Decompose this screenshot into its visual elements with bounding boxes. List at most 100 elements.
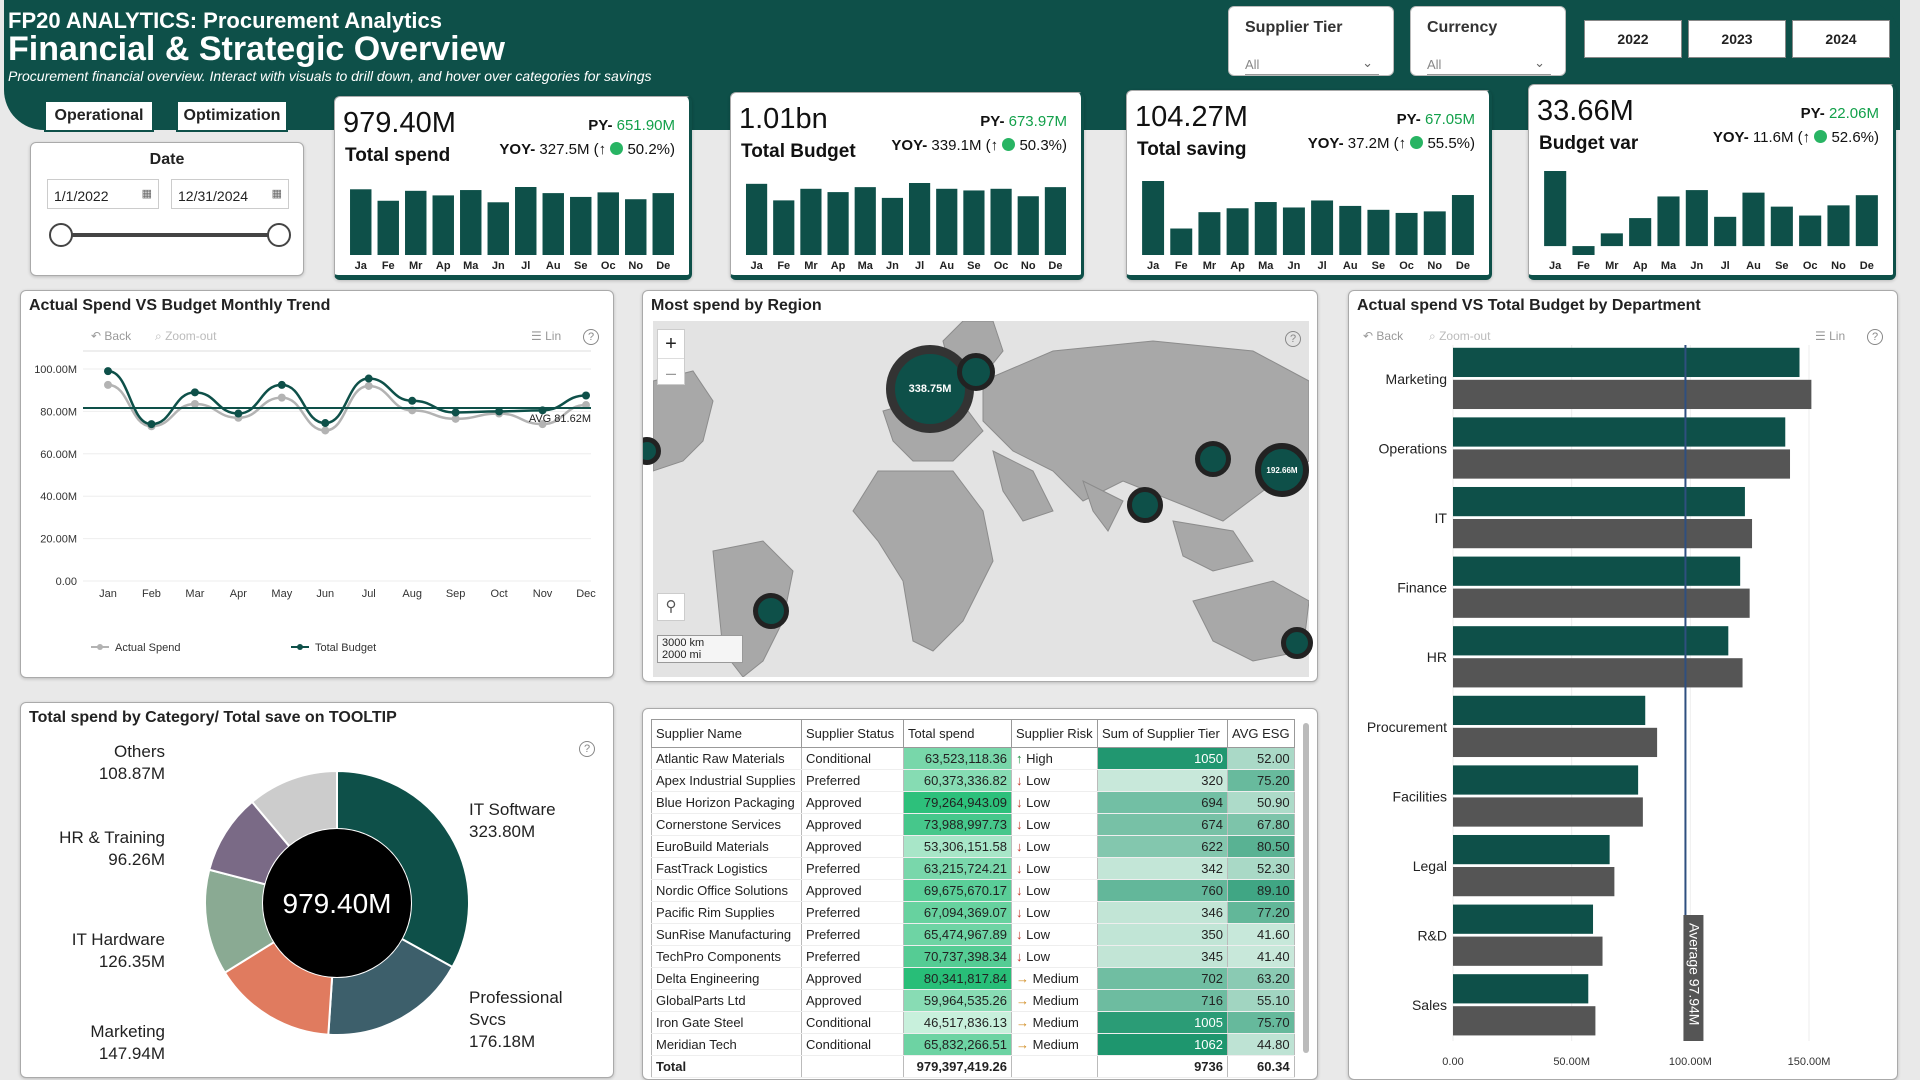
year-button-2023[interactable]: 2023 [1688,20,1786,58]
kpi-bar [1600,233,1623,247]
risk-label: Low [1026,817,1050,832]
chevron-down-icon: ⌄ [1362,55,1373,70]
table-row[interactable]: EuroBuild Materials Approved 53,306,151.58… [651,835,1295,858]
help-icon[interactable]: ? [1285,331,1301,347]
date-start-handle[interactable] [49,223,73,247]
column-header[interactable]: Supplier Status [801,719,904,748]
supplier-table-panel[interactable]: Supplier Name Supplier Status Total spend S… [642,708,1318,1080]
kpi-card-total-budget[interactable]: 1.01bn Total Budget PY- 673.97M YOY- 339… [730,92,1084,280]
year-button-2022[interactable]: 2022 [1584,20,1682,58]
zoom-out-button[interactable]: ⌕ Zoom-out [1429,329,1490,344]
table-row[interactable]: Atlantic Raw Materials Conditional 63,523,… [651,747,1295,770]
date-slicer[interactable]: Date 1/1/2022 ▦ 12/31/2024 ▦ [30,142,304,276]
column-header[interactable]: AVG ESG [1227,719,1295,748]
operational-button[interactable]: Operational [44,100,154,132]
table-row[interactable]: GlobalParts Ltd Approved 59,964,535.26 → Me… [651,989,1295,1012]
region-bubble-south-asia[interactable] [1127,487,1163,523]
data-point [147,420,156,429]
list-icon: ☰ [1815,329,1826,343]
help-icon[interactable]: ? [583,329,599,345]
help-icon[interactable]: ? [579,741,595,757]
month-label: Mr [409,260,423,272]
back-button[interactable]: ↶ Back [1363,329,1403,343]
kpi-card-total-saving[interactable]: 104.27M Total saving PY- 67.05M YOY- 37.… [1126,90,1492,280]
region-bubble-oceania[interactable] [1281,627,1313,659]
linear-scale-button[interactable]: ☰ Lin [1815,329,1845,343]
kpi-sparkbar-chart[interactable]: Ja Fe Mr Ap Ma Jn Jl Au Se Oc No De [731,175,1081,275]
arrow-down-icon: ↓ [1016,949,1027,964]
supplier-tier-slicer[interactable]: Supplier Tier All ⌄ [1228,6,1394,76]
arrow-down-icon: ↓ [1016,839,1027,854]
calendar-icon[interactable]: ▦ [271,188,282,200]
help-icon[interactable]: ? [1867,329,1883,345]
table-row[interactable]: Apex Industrial Supplies Preferred 60,373,… [651,769,1295,792]
map-zoom-controls[interactable]: + – [657,329,685,385]
table-cell: 44.80 [1227,1033,1295,1056]
end-date-input[interactable]: 12/31/2024 ▦ [171,179,289,209]
region-map-panel[interactable]: Most spend by Region + – ⚲ 3000 km 2000 … [642,290,1318,682]
table-row[interactable]: FastTrack Logistics Preferred 63,215,724.2… [651,857,1295,880]
region-bubble-east-asia[interactable]: 192.66M [1255,443,1309,497]
table-row[interactable]: Delta Engineering Approved 80,341,817.84 → … [651,967,1295,990]
column-header[interactable]: Total spend [903,719,1012,748]
zoom-in-button[interactable]: + [665,333,677,355]
category-donut-chart[interactable]: 979.40M IT Software 323.80M Professional Svc… [21,703,615,1079]
category-panel[interactable]: Total spend by Category/ Total save on T… [20,702,614,1078]
zoom-out-map-button[interactable]: – [658,358,684,386]
slice-value: 176.18M [469,1032,535,1051]
supplier-tier-label: Supplier Tier [1245,19,1343,36]
table-row[interactable]: Nordic Office Solutions Approved 69,675,67… [651,879,1295,902]
table-cell: ↓ Low [1011,879,1098,902]
supplier-table[interactable]: Supplier Name Supplier Status Total spend S… [651,719,1295,1078]
table-row[interactable]: Pacific Rim Supplies Preferred 67,094,369.… [651,901,1295,924]
region-bubble-south-america[interactable] [753,593,789,629]
optimization-button[interactable]: Optimization [176,100,288,132]
map-pin-icon[interactable]: ⚲ [657,593,685,621]
date-end-handle[interactable] [267,223,291,247]
region-bubble-scandinavia[interactable] [957,353,995,391]
yoy-label: YOY- [1307,135,1344,152]
year-button-2024[interactable]: 2024 [1792,20,1890,58]
category-panel-title: Total spend by Category/ Total save on T… [29,709,397,726]
department-bar-chart[interactable]: 0.00 50.00M 100.00M 150.00M Marketing Operati… [1349,341,1899,1079]
kpi-bar [936,188,958,255]
month-label: Fe [777,260,790,272]
trend-line-chart[interactable]: 0.00 20.00M 40.00M 60.00M 80.00M 100.00M Jan Fe… [21,341,615,677]
region-bubble-europe[interactable]: 338.75M [886,345,974,433]
kpi-bar [773,200,795,255]
actual-bar [1453,904,1594,934]
month-label: Mr [1203,260,1217,272]
risk-label: Low [1026,839,1050,854]
column-header[interactable]: Supplier Risk [1011,719,1098,748]
trend-panel[interactable]: Actual Spend VS Budget Monthly Trend ↶ B… [20,290,614,678]
region-bubble-north-america[interactable] [643,437,661,465]
table-row[interactable]: Iron Gate Steel Conditional 46,517,836.13 →… [651,1011,1295,1034]
table-row[interactable]: Blue Horizon Packaging Approved 79,264,943… [651,791,1295,814]
kpi-sparkbar-chart[interactable]: Ja Fe Mr Ap Ma Jn Jl Au Se Oc No De [335,179,689,275]
yoy-pct: 55.5%) [1427,135,1475,152]
currency-dropdown[interactable]: All ⌄ [1427,49,1551,75]
start-date-input[interactable]: 1/1/2022 ▦ [47,179,159,209]
kpi-card-budget-var[interactable]: 33.66M Budget var PY- 22.06M YOY- 11.6M … [1528,84,1896,280]
back-button[interactable]: ↶ Back [91,329,131,343]
column-header[interactable]: Sum of Supplier Tier [1097,719,1228,748]
department-panel[interactable]: Actual spend VS Total Budget by Departme… [1348,290,1898,1080]
table-row[interactable]: Cornerstone Services Approved 73,988,997.7… [651,813,1295,836]
zoom-out-button[interactable]: ⌕ Zoom-out [155,329,216,344]
kpi-sparkbar-chart[interactable]: Ja Fe Mr Ap Ma Jn Jl Au Se Oc No De [1127,173,1489,275]
budget-bar [1453,519,1753,549]
supplier-tier-dropdown[interactable]: All ⌄ [1245,49,1379,75]
table-row[interactable]: SunRise Manufacturing Preferred 65,474,967… [651,923,1295,946]
kpi-card-total-spend[interactable]: 979.40M Total spend PY- 651.90M YOY- 327… [334,96,692,280]
currency-slicer[interactable]: Currency All ⌄ [1410,6,1566,76]
table-scrollbar[interactable] [1303,723,1309,1053]
calendar-icon[interactable]: ▦ [141,188,152,200]
region-bubble-central-asia[interactable] [1195,441,1231,477]
table-row[interactable]: Meridian Tech Conditional 65,832,266.51 → M… [651,1033,1295,1056]
kpi-sparkbar-chart[interactable]: Ja Fe Mr Ap Ma Jn Jl Au Se Oc No De [1529,163,1893,275]
table-row[interactable]: TechPro Components Preferred 70,737,398.34… [651,945,1295,968]
column-header[interactable]: Supplier Name [651,719,802,748]
linear-scale-button[interactable]: ☰ Lin [531,329,561,343]
date-range-track[interactable] [61,233,271,237]
month-label: De [1860,260,1874,272]
